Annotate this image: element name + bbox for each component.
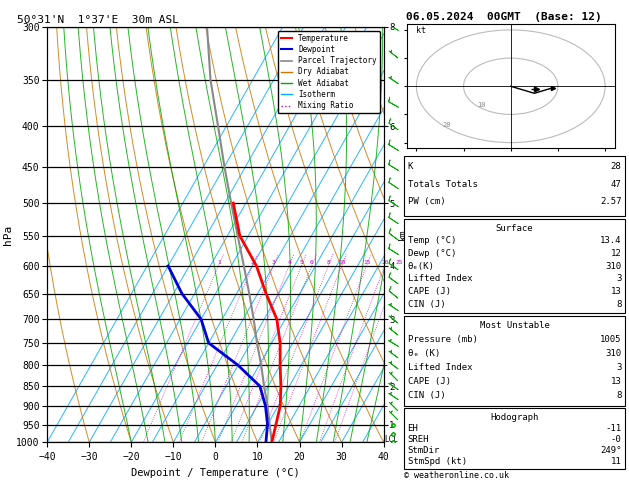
Text: 13: 13 — [611, 377, 621, 386]
Text: 06.05.2024  00GMT  (Base: 12): 06.05.2024 00GMT (Base: 12) — [406, 12, 601, 22]
Text: 47: 47 — [611, 180, 621, 189]
Text: Pressure (mb): Pressure (mb) — [408, 335, 477, 344]
Text: Most Unstable: Most Unstable — [479, 321, 550, 330]
Text: StmDir: StmDir — [408, 446, 440, 455]
Text: © weatheronline.co.uk: © weatheronline.co.uk — [404, 471, 509, 480]
Text: EH: EH — [408, 424, 418, 433]
Text: 13.4: 13.4 — [600, 236, 621, 245]
Text: 8: 8 — [326, 260, 330, 265]
X-axis label: Dewpoint / Temperature (°C): Dewpoint / Temperature (°C) — [131, 468, 300, 478]
Text: 310: 310 — [605, 261, 621, 271]
Text: 310: 310 — [605, 349, 621, 358]
Text: -0: -0 — [611, 435, 621, 444]
Text: Lifted Index: Lifted Index — [408, 274, 472, 283]
Text: StmSpd (kt): StmSpd (kt) — [408, 457, 467, 466]
Text: 8: 8 — [616, 299, 621, 309]
Text: 50°31'N  1°37'E  30m ASL: 50°31'N 1°37'E 30m ASL — [17, 15, 179, 25]
Text: 4: 4 — [287, 260, 291, 265]
Text: θₑ(K): θₑ(K) — [408, 261, 435, 271]
Text: 1005: 1005 — [600, 335, 621, 344]
Text: 10: 10 — [477, 102, 486, 107]
Text: CAPE (J): CAPE (J) — [408, 377, 450, 386]
Text: Mixing Ratio (g/kg): Mixing Ratio (g/kg) — [424, 187, 433, 282]
Text: Dewp (°C): Dewp (°C) — [408, 249, 456, 258]
Text: -11: -11 — [605, 424, 621, 433]
Text: CIN (J): CIN (J) — [408, 391, 445, 399]
Text: 3: 3 — [616, 274, 621, 283]
Text: kt: kt — [416, 26, 426, 35]
Text: 12: 12 — [611, 249, 621, 258]
Text: 28: 28 — [611, 162, 621, 172]
Text: 2: 2 — [251, 260, 255, 265]
Text: Lifted Index: Lifted Index — [408, 363, 472, 372]
Text: 249°: 249° — [600, 446, 621, 455]
Text: Surface: Surface — [496, 224, 533, 233]
Text: PW (cm): PW (cm) — [408, 197, 445, 206]
Text: 20: 20 — [381, 260, 389, 265]
Text: Totals Totals: Totals Totals — [408, 180, 477, 189]
Text: 8: 8 — [616, 391, 621, 399]
Y-axis label: km
ASL: km ASL — [398, 226, 419, 243]
Text: 3: 3 — [272, 260, 276, 265]
Text: 6: 6 — [310, 260, 314, 265]
Text: 3: 3 — [616, 363, 621, 372]
Text: CIN (J): CIN (J) — [408, 299, 445, 309]
Text: 11: 11 — [611, 457, 621, 466]
Text: 2.57: 2.57 — [600, 197, 621, 206]
Text: Temp (°C): Temp (°C) — [408, 236, 456, 245]
Text: 1: 1 — [217, 260, 221, 265]
Text: SREH: SREH — [408, 435, 429, 444]
Text: θₑ (K): θₑ (K) — [408, 349, 440, 358]
Text: LCL: LCL — [384, 435, 398, 444]
Text: 10: 10 — [338, 260, 345, 265]
Legend: Temperature, Dewpoint, Parcel Trajectory, Dry Adiabat, Wet Adiabat, Isotherm, Mi: Temperature, Dewpoint, Parcel Trajectory… — [277, 31, 380, 113]
Text: 15: 15 — [363, 260, 370, 265]
Text: 5: 5 — [300, 260, 304, 265]
Text: CAPE (J): CAPE (J) — [408, 287, 450, 296]
Text: K: K — [408, 162, 413, 172]
Text: 20: 20 — [443, 122, 452, 128]
Text: 25: 25 — [396, 260, 403, 265]
Y-axis label: hPa: hPa — [3, 225, 13, 244]
Text: 13: 13 — [611, 287, 621, 296]
Text: Hodograph: Hodograph — [491, 413, 538, 422]
